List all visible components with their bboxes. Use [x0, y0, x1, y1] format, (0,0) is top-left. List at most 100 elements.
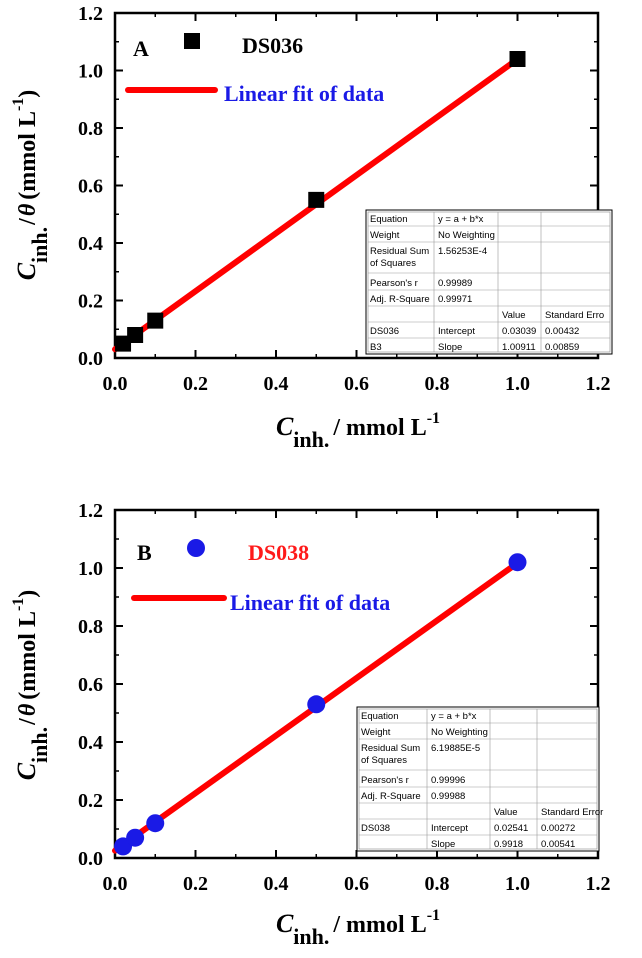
- y-axis-title-var: C: [12, 762, 41, 780]
- x-axis-title: Cinh. / mmol L-1: [276, 907, 440, 949]
- x-axis-title-unit: / mmol L: [332, 912, 426, 938]
- table-cell: 0.00272: [541, 823, 575, 834]
- x-axis-title-unit: / mmol L: [332, 415, 426, 441]
- table-cell: Weight: [370, 230, 400, 241]
- x-tick-label: 0.6: [344, 873, 369, 895]
- table-cell: y = a + b*x: [431, 711, 477, 722]
- table-cell: No Weighting: [438, 230, 495, 241]
- table-cell: 0.99971: [438, 294, 472, 305]
- y-axis-title-sup: -1: [10, 98, 27, 111]
- table-inner-border: [367, 211, 611, 353]
- x-tick-label: 0.2: [183, 373, 208, 395]
- y-axis-title-unit: (mmol L: [15, 111, 41, 200]
- y-axis-title-sub: inh.: [27, 727, 52, 763]
- fit-stats-table: Equation y = a + b*x Weight No Weighting Res…: [356, 706, 603, 852]
- legend-marker: [187, 539, 205, 557]
- x-tick-label: 0.6: [344, 373, 369, 395]
- panel-label: B: [137, 540, 152, 565]
- table-cell: Equation: [361, 711, 399, 722]
- y-tick-label: 1.2: [78, 500, 103, 522]
- data-point-DS038-4: [508, 553, 527, 572]
- table-cell: 1.56253E-4: [438, 246, 487, 257]
- table-cell: Weight: [361, 727, 391, 738]
- legend-marker: [184, 33, 200, 49]
- table-cell: Adj. R-Square: [361, 791, 421, 802]
- table-cell: Slope: [438, 342, 462, 353]
- y-tick-label: 0.0: [78, 348, 103, 370]
- y-axis-title-close: ): [15, 90, 41, 98]
- data-point-DS036-3: [308, 191, 325, 208]
- y-axis-title-slash: /: [15, 218, 41, 226]
- legend-series-name: DS036: [242, 33, 303, 58]
- x-tick-label: 1.2: [586, 873, 611, 895]
- table-cell: 0.9918: [494, 839, 523, 850]
- table-cell: Adj. R-Square: [370, 294, 430, 305]
- table-cell: Pearson's r: [361, 775, 409, 786]
- table-cell: Residual Sum of Squares: [370, 246, 429, 269]
- y-axis-title-theta: θ: [15, 703, 41, 716]
- y-tick-label: 0.2: [78, 790, 103, 812]
- x-tick-label: 0.0: [103, 873, 128, 895]
- table-cell: 0.00541: [541, 839, 575, 850]
- table-cell: 6.19885E-5: [431, 743, 480, 754]
- x-tick-label: 0.4: [264, 373, 289, 395]
- panel-label: A: [133, 36, 149, 61]
- y-axis-title: Cinh./ θ (mmol L-1): [10, 590, 52, 781]
- table-border: [356, 706, 600, 852]
- table-cell: 1.00911: [502, 342, 536, 353]
- table-inner-border: [358, 708, 598, 850]
- table-cell: Residual Sum of Squares: [361, 743, 420, 766]
- x-axis-title-sup: -1: [427, 410, 440, 427]
- y-tick-label: 1.2: [78, 3, 103, 25]
- data-point-DS036-2: [147, 312, 164, 329]
- x-axis-title-sup: -1: [427, 907, 440, 924]
- table-cell: Intercept: [431, 823, 468, 834]
- y-tick-label: 0.8: [78, 616, 103, 638]
- y-axis-title-unit: (mmol L: [15, 611, 41, 700]
- table-cell: B3: [370, 342, 382, 353]
- table-cell-line: Residual Sum: [370, 246, 429, 257]
- chart-panel-A: 0.0 0.2 0.4 0.6 0.8 1.0 1.2 0.0 0.2 0.4 0.6 0.8 1.0 1…: [10, 3, 613, 452]
- data-point-DS036-0: [115, 335, 132, 352]
- table-border: [365, 209, 613, 355]
- y-tick-label: 0.2: [78, 291, 103, 313]
- table-cell: 0.03039: [502, 326, 536, 337]
- y-axis-title-close: ): [15, 590, 41, 598]
- table-cell: 0.00432: [545, 326, 579, 337]
- data-point-DS038-3: [307, 695, 326, 714]
- table-cell: Value: [502, 310, 526, 321]
- data-point-DS036-1: [127, 327, 144, 343]
- table-cell: 0.00859: [545, 342, 579, 353]
- y-tick-label: 1.0: [78, 558, 103, 580]
- y-tick-label: 0.4: [78, 233, 103, 255]
- y-tick-label: 0.4: [78, 732, 103, 754]
- x-tick-label: 0.0: [103, 373, 128, 395]
- y-axis-title: Cinh./ θ (mmol L-1): [10, 90, 52, 281]
- table-cell: Standard Error: [541, 807, 603, 818]
- table-cell: Slope: [431, 839, 455, 850]
- x-axis-title-var: C: [276, 412, 294, 441]
- x-tick-label: 0.8: [425, 373, 450, 395]
- y-tick-label: 0.6: [78, 176, 103, 198]
- table-cell: 0.99989: [438, 278, 472, 289]
- x-axis-title-var: C: [276, 909, 294, 938]
- y-tick-label: 0.0: [78, 848, 103, 870]
- table-cell: Equation: [370, 214, 408, 225]
- data-point-DS038-2: [146, 814, 165, 833]
- table-cell-line: of Squares: [370, 258, 416, 269]
- x-tick-label: 0.2: [183, 873, 208, 895]
- table-cell: Value: [494, 807, 518, 818]
- y-tick-label: 1.0: [78, 61, 103, 83]
- y-axis-title-theta: θ: [15, 203, 41, 216]
- legend-fit-label: Linear fit of data: [230, 590, 390, 615]
- x-tick-label: 1.0: [505, 873, 530, 895]
- fit-stats-table: Equation y = a + b*x Weight No Weighting Res…: [365, 209, 613, 355]
- table-cell: Pearson's r: [370, 278, 418, 289]
- y-axis-title-sup: -1: [10, 598, 27, 611]
- legend-series-name: DS038: [248, 540, 309, 565]
- x-axis-title: Cinh. / mmol L-1: [276, 410, 440, 452]
- y-tick-label: 0.6: [78, 674, 103, 696]
- y-axis-title-var: C: [12, 262, 41, 280]
- y-axis-title-slash: /: [15, 718, 41, 726]
